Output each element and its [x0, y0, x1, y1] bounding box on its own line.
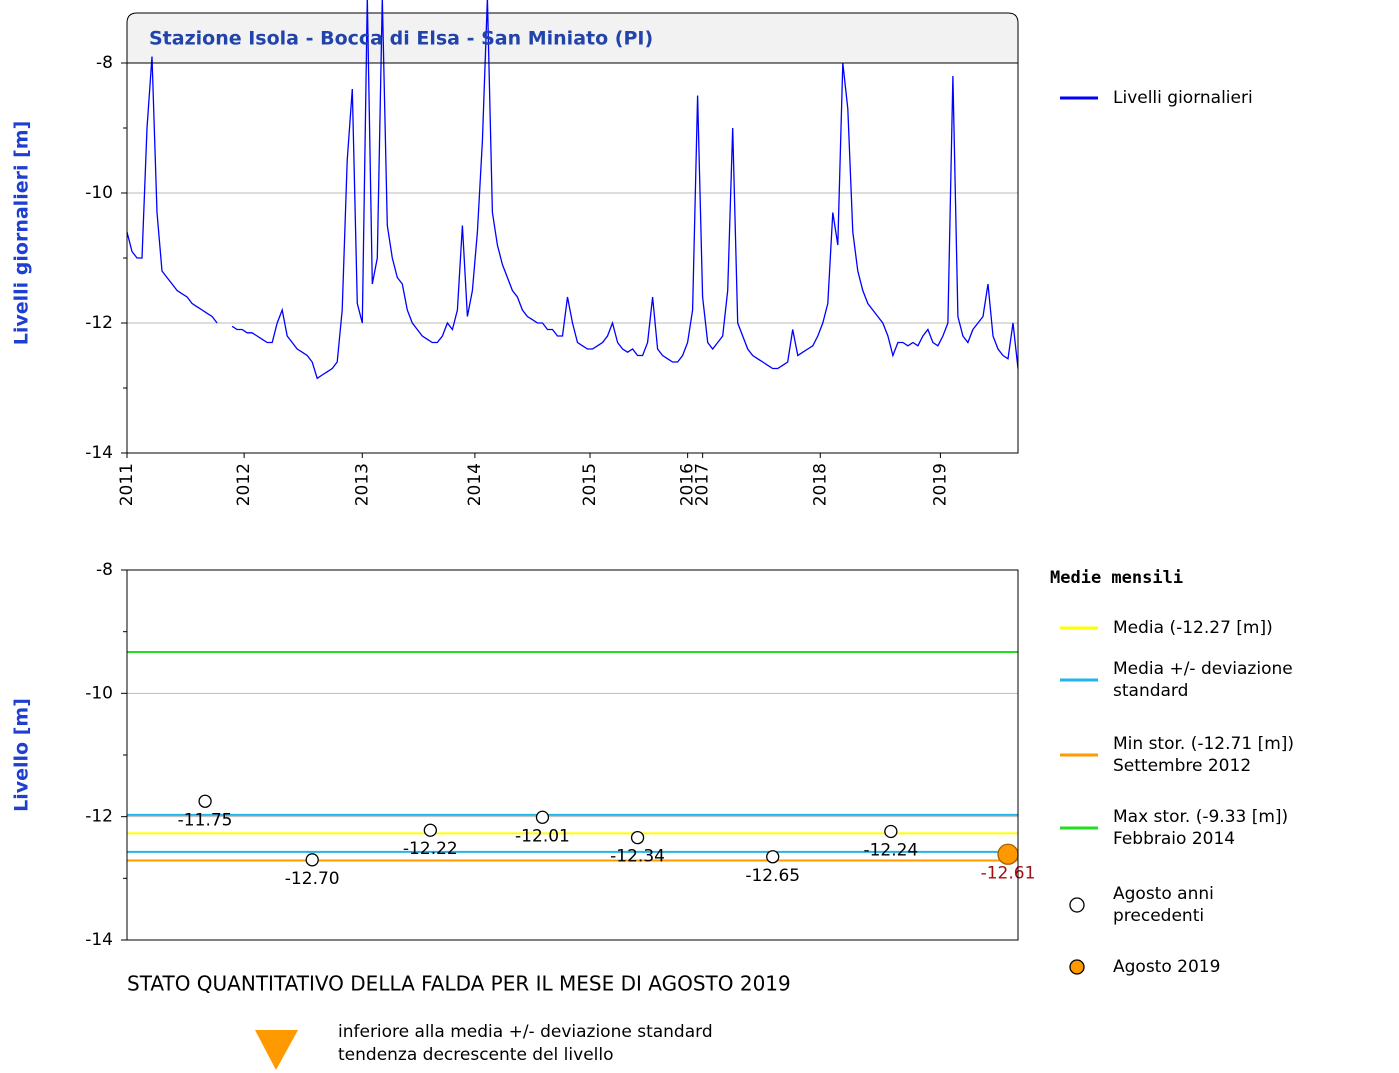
y-tick-label: -14 [85, 443, 113, 463]
legend-label: Agosto anni [1113, 884, 1214, 904]
y-tick-label: -8 [96, 560, 113, 580]
value-label: -12.61 [981, 863, 1036, 883]
value-label: -12.65 [745, 866, 800, 886]
status-title: STATO QUANTITATIVO DELLA FALDA PER IL ME… [127, 972, 791, 996]
legend-marker [1069, 897, 1085, 913]
point [884, 824, 898, 839]
x-tick-label: 2018 [810, 463, 830, 506]
value-label: -12.70 [285, 869, 340, 889]
point [997, 843, 1019, 865]
point [630, 830, 645, 845]
y-tick-label: -12 [85, 313, 113, 333]
legend-label: Febbraio 2014 [1113, 829, 1235, 849]
legend-label: precedenti [1113, 906, 1204, 926]
legend-label: Max stor. (-9.33 [m]) [1113, 807, 1288, 827]
y-axis-label: Livelli giornalieri [m] [11, 121, 33, 346]
status-line: tendenza decrescente del livello [338, 1045, 614, 1065]
legend-label: standard [1113, 681, 1188, 701]
data-line [126, 0, 1019, 380]
value-label: -12.22 [403, 839, 458, 859]
x-tick-label: 2013 [352, 463, 372, 506]
plot-area [127, 570, 1018, 940]
status-icon [255, 1030, 298, 1070]
point [766, 850, 780, 864]
y-tick-label: -8 [96, 53, 113, 73]
legend-label: Min stor. (-12.71 [m]) [1113, 734, 1294, 754]
y-tick-label: -12 [85, 807, 113, 827]
legend-marker [1069, 959, 1085, 975]
x-tick-label: 2012 [234, 463, 254, 506]
y-tick-label: -10 [85, 183, 113, 203]
plot-frame [126, 569, 1019, 941]
point [305, 853, 319, 867]
status-line: inferiore alla media +/- deviazione stan… [338, 1022, 713, 1042]
x-tick-label: 2014 [465, 463, 485, 506]
x-tick-label: 2017 [693, 463, 713, 506]
legend-label: Media +/- deviazione [1113, 659, 1293, 679]
value-label: -12.24 [863, 840, 918, 860]
value-label: -12.34 [610, 847, 665, 867]
x-tick-label: 2011 [117, 463, 137, 506]
value-label: -12.01 [515, 826, 570, 846]
legend-label: Media (-12.27 [m]) [1113, 618, 1273, 638]
y-tick-label: -10 [85, 683, 113, 703]
y-axis-label: Livello [m] [11, 698, 33, 812]
legend-label: Agosto 2019 [1113, 957, 1220, 977]
x-tick-label: 2016 [678, 463, 698, 506]
plot-area [127, 63, 1018, 453]
plot-frame [126, 62, 1019, 454]
point [535, 810, 550, 824]
x-tick-label: 2015 [580, 463, 600, 506]
legend-title: Medie mensili [1050, 568, 1183, 588]
title-box [126, 12, 1019, 64]
point [198, 794, 212, 808]
value-label: -11.75 [178, 810, 233, 830]
chart-title: Stazione Isola - Bocca di Elsa - San Min… [149, 28, 653, 50]
point [423, 823, 437, 837]
y-tick-label: -14 [85, 930, 113, 950]
legend-label: Livelli giornalieri [1113, 88, 1253, 108]
legend-label: Settembre 2012 [1113, 756, 1251, 776]
x-tick-label: 2019 [930, 463, 950, 506]
